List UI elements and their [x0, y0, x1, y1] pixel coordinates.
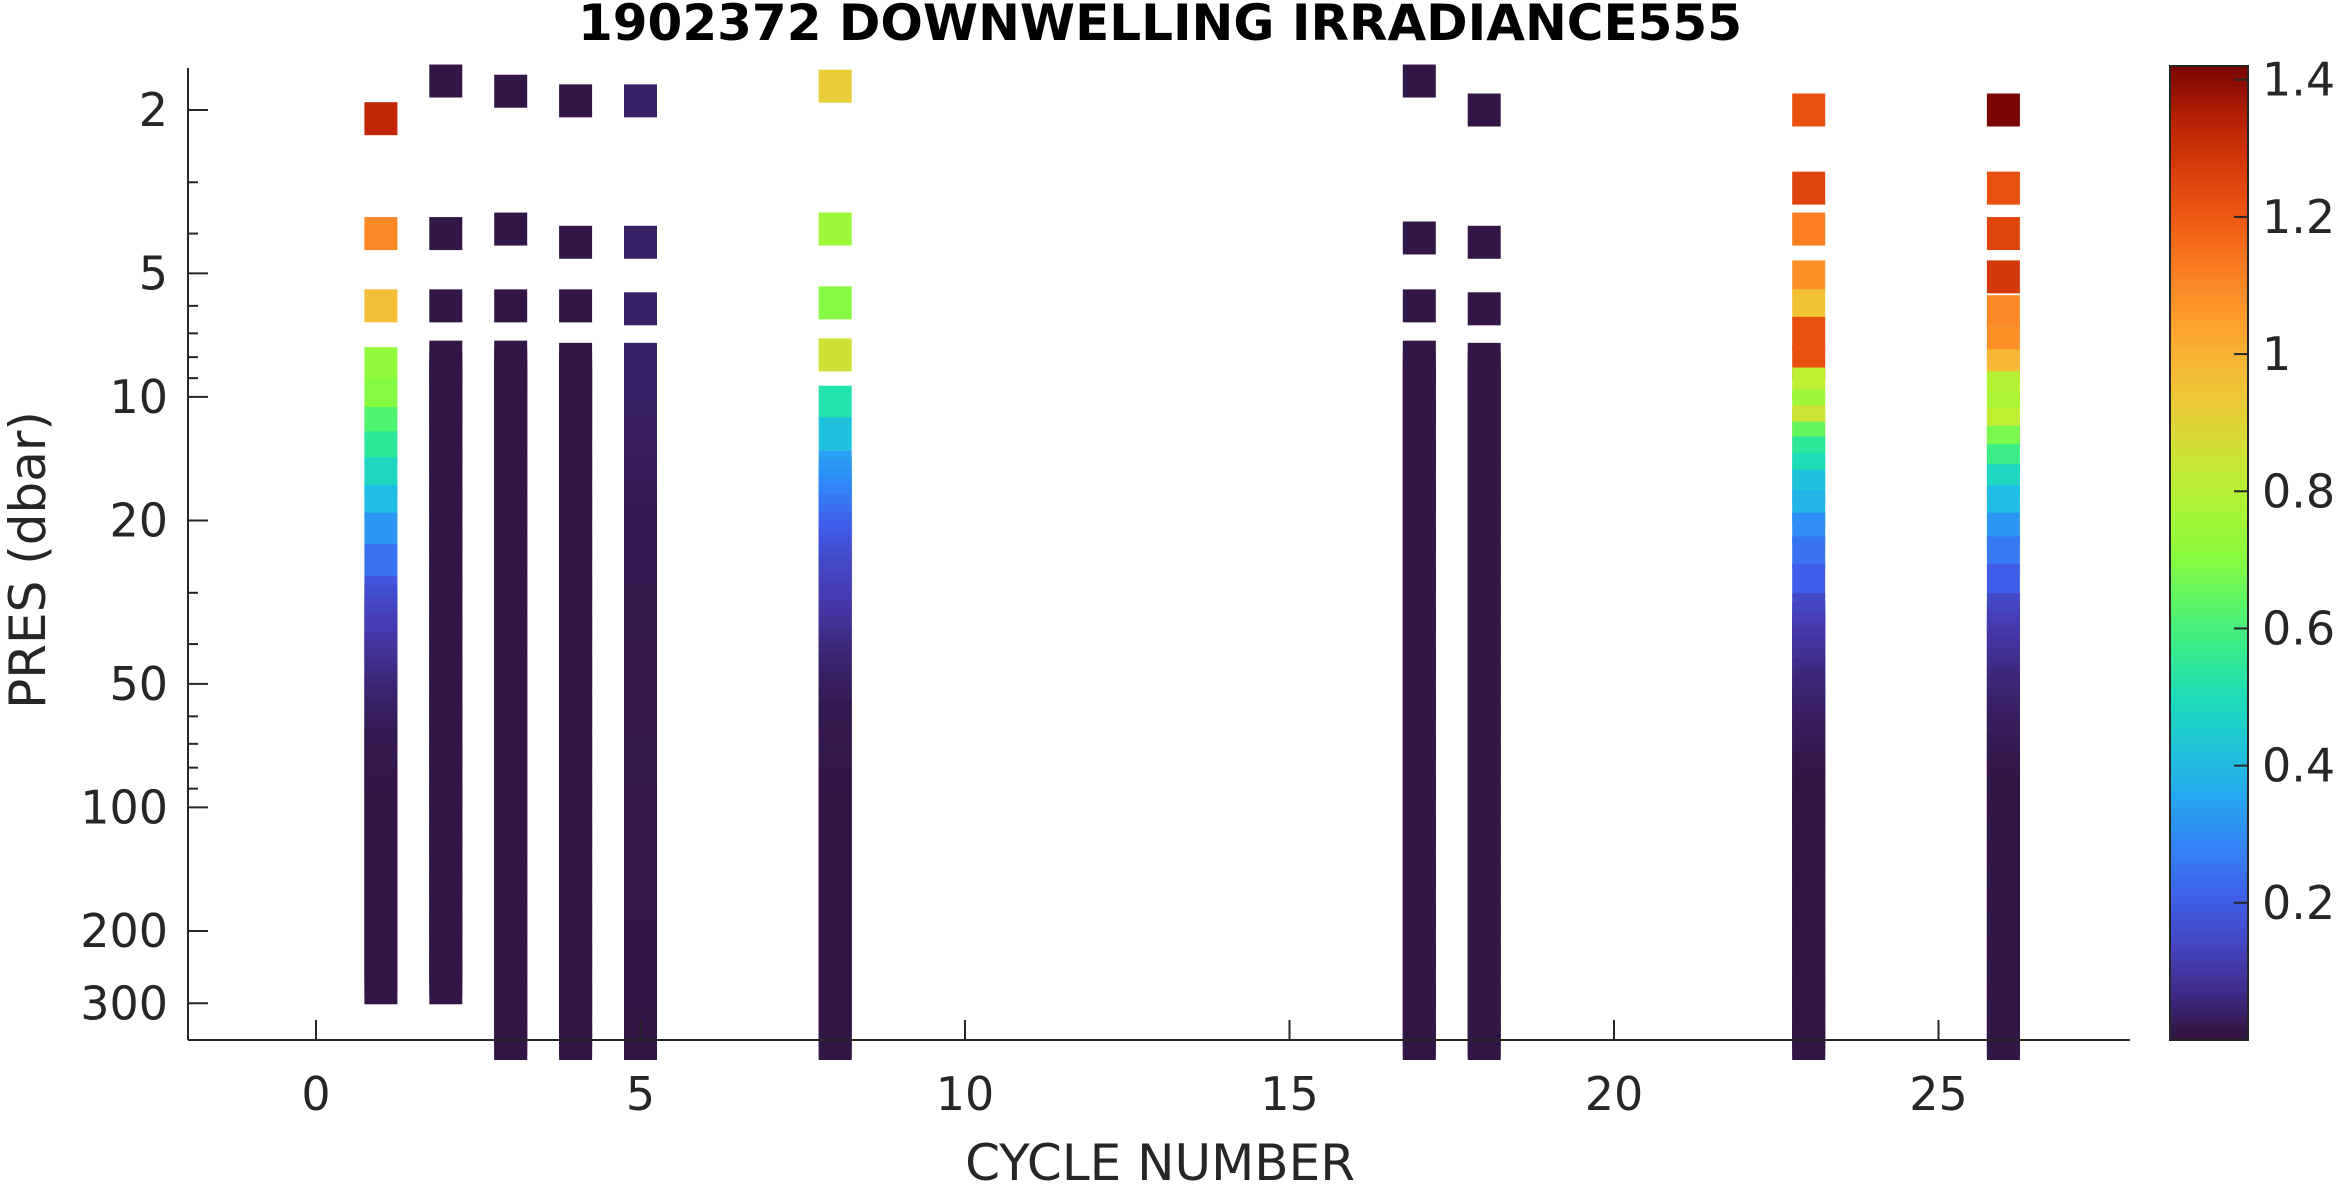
x-tick-label: 20 — [1585, 1067, 1644, 1121]
data-point — [818, 338, 852, 372]
x-tick-label: 15 — [1260, 1067, 1319, 1121]
x-axis-label: CYCLE NUMBER — [965, 1134, 1355, 1187]
y-tick-label: 50 — [109, 657, 168, 711]
data-point — [1467, 225, 1501, 259]
data-point — [1792, 1033, 1826, 1060]
profile-cycle-18 — [1467, 93, 1501, 1060]
data-point — [494, 1033, 528, 1060]
y-tick-label: 5 — [139, 246, 168, 300]
profile-cycle-17 — [1402, 64, 1436, 1060]
data-point — [624, 225, 657, 259]
profile-cycle-3 — [494, 74, 528, 1060]
x-tick-label: 5 — [626, 1067, 655, 1121]
data-point — [1792, 260, 1826, 294]
data-point — [1467, 1033, 1501, 1060]
data-point — [559, 1033, 593, 1060]
profile-cycle-1 — [364, 102, 398, 1005]
y-tick-label: 10 — [109, 370, 168, 424]
data-point — [559, 225, 593, 259]
data-point — [818, 385, 852, 419]
data-point — [429, 64, 463, 98]
x-tick-label: 0 — [301, 1067, 330, 1121]
data-point — [818, 69, 852, 103]
data-point — [1467, 292, 1501, 326]
colorbar-gradient — [2169, 65, 2249, 1041]
profile-cycle-23 — [1792, 93, 1826, 1060]
data-point — [364, 543, 398, 577]
data-point — [429, 217, 463, 251]
data-point — [1402, 1033, 1436, 1060]
data-point — [1402, 64, 1436, 98]
data-point — [1402, 221, 1436, 255]
profile-cycle-26 — [1986, 93, 2020, 1060]
data-point — [818, 417, 852, 451]
data-point — [818, 212, 852, 246]
y-tick-label: 2 — [139, 83, 168, 137]
data-point — [1792, 563, 1826, 597]
colorbar-tick-label: 0.6 — [2262, 601, 2335, 655]
data-point — [1986, 171, 2020, 205]
y-tick-label: 100 — [80, 780, 168, 834]
colorbar-tick-label: 1.4 — [2262, 53, 2335, 107]
data-point — [364, 457, 398, 491]
data-point — [364, 347, 398, 381]
profile-cycle-4 — [559, 84, 593, 1060]
data-point — [1986, 1033, 2020, 1060]
plot-area — [364, 64, 2020, 1060]
x-tick-label: 25 — [1909, 1067, 1968, 1121]
data-point — [1792, 316, 1826, 350]
data-point — [1792, 93, 1826, 127]
data-point — [494, 212, 528, 246]
data-point — [364, 217, 398, 251]
chart-title: 1902372 DOWNWELLING IRRADIANCE555 — [578, 0, 1742, 52]
data-point — [818, 1033, 852, 1060]
data-point — [1402, 289, 1436, 323]
colorbar-tick-label: 1.2 — [2262, 190, 2335, 244]
profile-cycle-8 — [818, 69, 852, 1060]
y-axis-label: PRES (dbar) — [0, 411, 57, 709]
profile-cycle-5 — [624, 84, 657, 1060]
data-point — [364, 378, 398, 412]
profile-cycle-2 — [429, 64, 463, 1005]
data-point — [494, 289, 528, 323]
y-tick-label: 200 — [80, 904, 168, 958]
y-tick-label: 300 — [80, 976, 168, 1030]
x-tick-label: 10 — [936, 1067, 995, 1121]
data-point — [1986, 93, 2020, 127]
data-point — [624, 84, 657, 118]
data-point — [1792, 212, 1826, 246]
data-point — [1986, 295, 2020, 329]
data-point — [364, 289, 398, 323]
data-point — [624, 292, 657, 326]
data-point — [1467, 93, 1501, 127]
colorbar-tick-label: 1 — [2262, 327, 2291, 381]
data-point — [364, 971, 398, 1005]
data-point — [1792, 171, 1826, 205]
data-point — [1986, 217, 2020, 251]
y-tick-label: 20 — [109, 494, 168, 548]
data-point — [364, 512, 398, 546]
colorbar-tick-label: 0.4 — [2262, 739, 2335, 793]
data-point — [818, 286, 852, 320]
colorbar-tick-label: 0.8 — [2262, 464, 2335, 518]
x-axis: 0 5 10 15 20 25 — [188, 1020, 2130, 1121]
data-point — [1986, 260, 2020, 294]
colorbar: 0.2 0.4 0.6 0.8 1 1.2 1.4 — [2169, 53, 2335, 1041]
colorbar-tick-label: 0.2 — [2262, 876, 2335, 930]
data-point — [1986, 563, 2020, 597]
data-point — [364, 102, 398, 136]
data-point — [429, 289, 463, 323]
data-point — [429, 971, 463, 1005]
data-point — [559, 289, 593, 323]
y-axis: 2 5 10 20 50 100 200 300 — [80, 68, 208, 1040]
data-point — [559, 84, 593, 118]
data-point — [494, 74, 528, 108]
